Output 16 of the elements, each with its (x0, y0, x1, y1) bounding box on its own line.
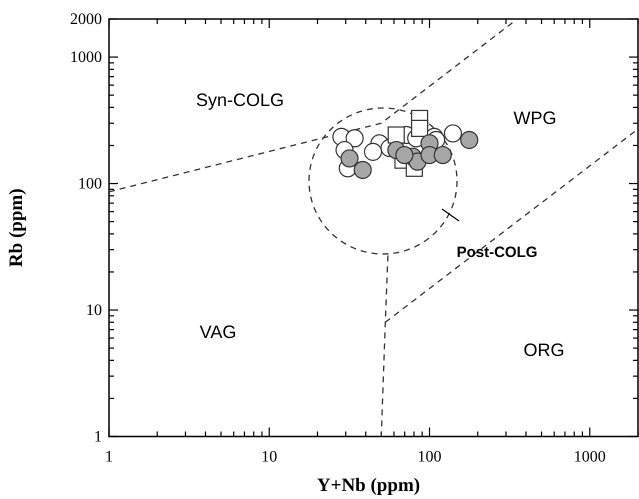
x-tick-label: 10 (261, 448, 278, 466)
annotation: VAG (200, 322, 236, 342)
y-tick-label: 1000 (70, 49, 102, 66)
y-tick-label: 1 (94, 428, 102, 446)
annotation: ORG (523, 340, 565, 360)
x-tick-label: 1000 (574, 448, 606, 466)
y-tick-label: 2000 (70, 11, 102, 28)
annotation: Post-COLG (456, 244, 538, 261)
x-tick-label: 100 (418, 448, 442, 466)
y-tick-label: 10 (86, 302, 102, 320)
y-tick-label: 100 (78, 176, 102, 193)
annotation: Syn-COLG (196, 90, 284, 110)
annotation: WPG (514, 108, 556, 128)
x-tick-label: 1 (105, 448, 113, 466)
y-axis-title: Rb (ppm) (6, 188, 27, 268)
x-axis-title: Y+Nb (ppm) (316, 475, 420, 496)
